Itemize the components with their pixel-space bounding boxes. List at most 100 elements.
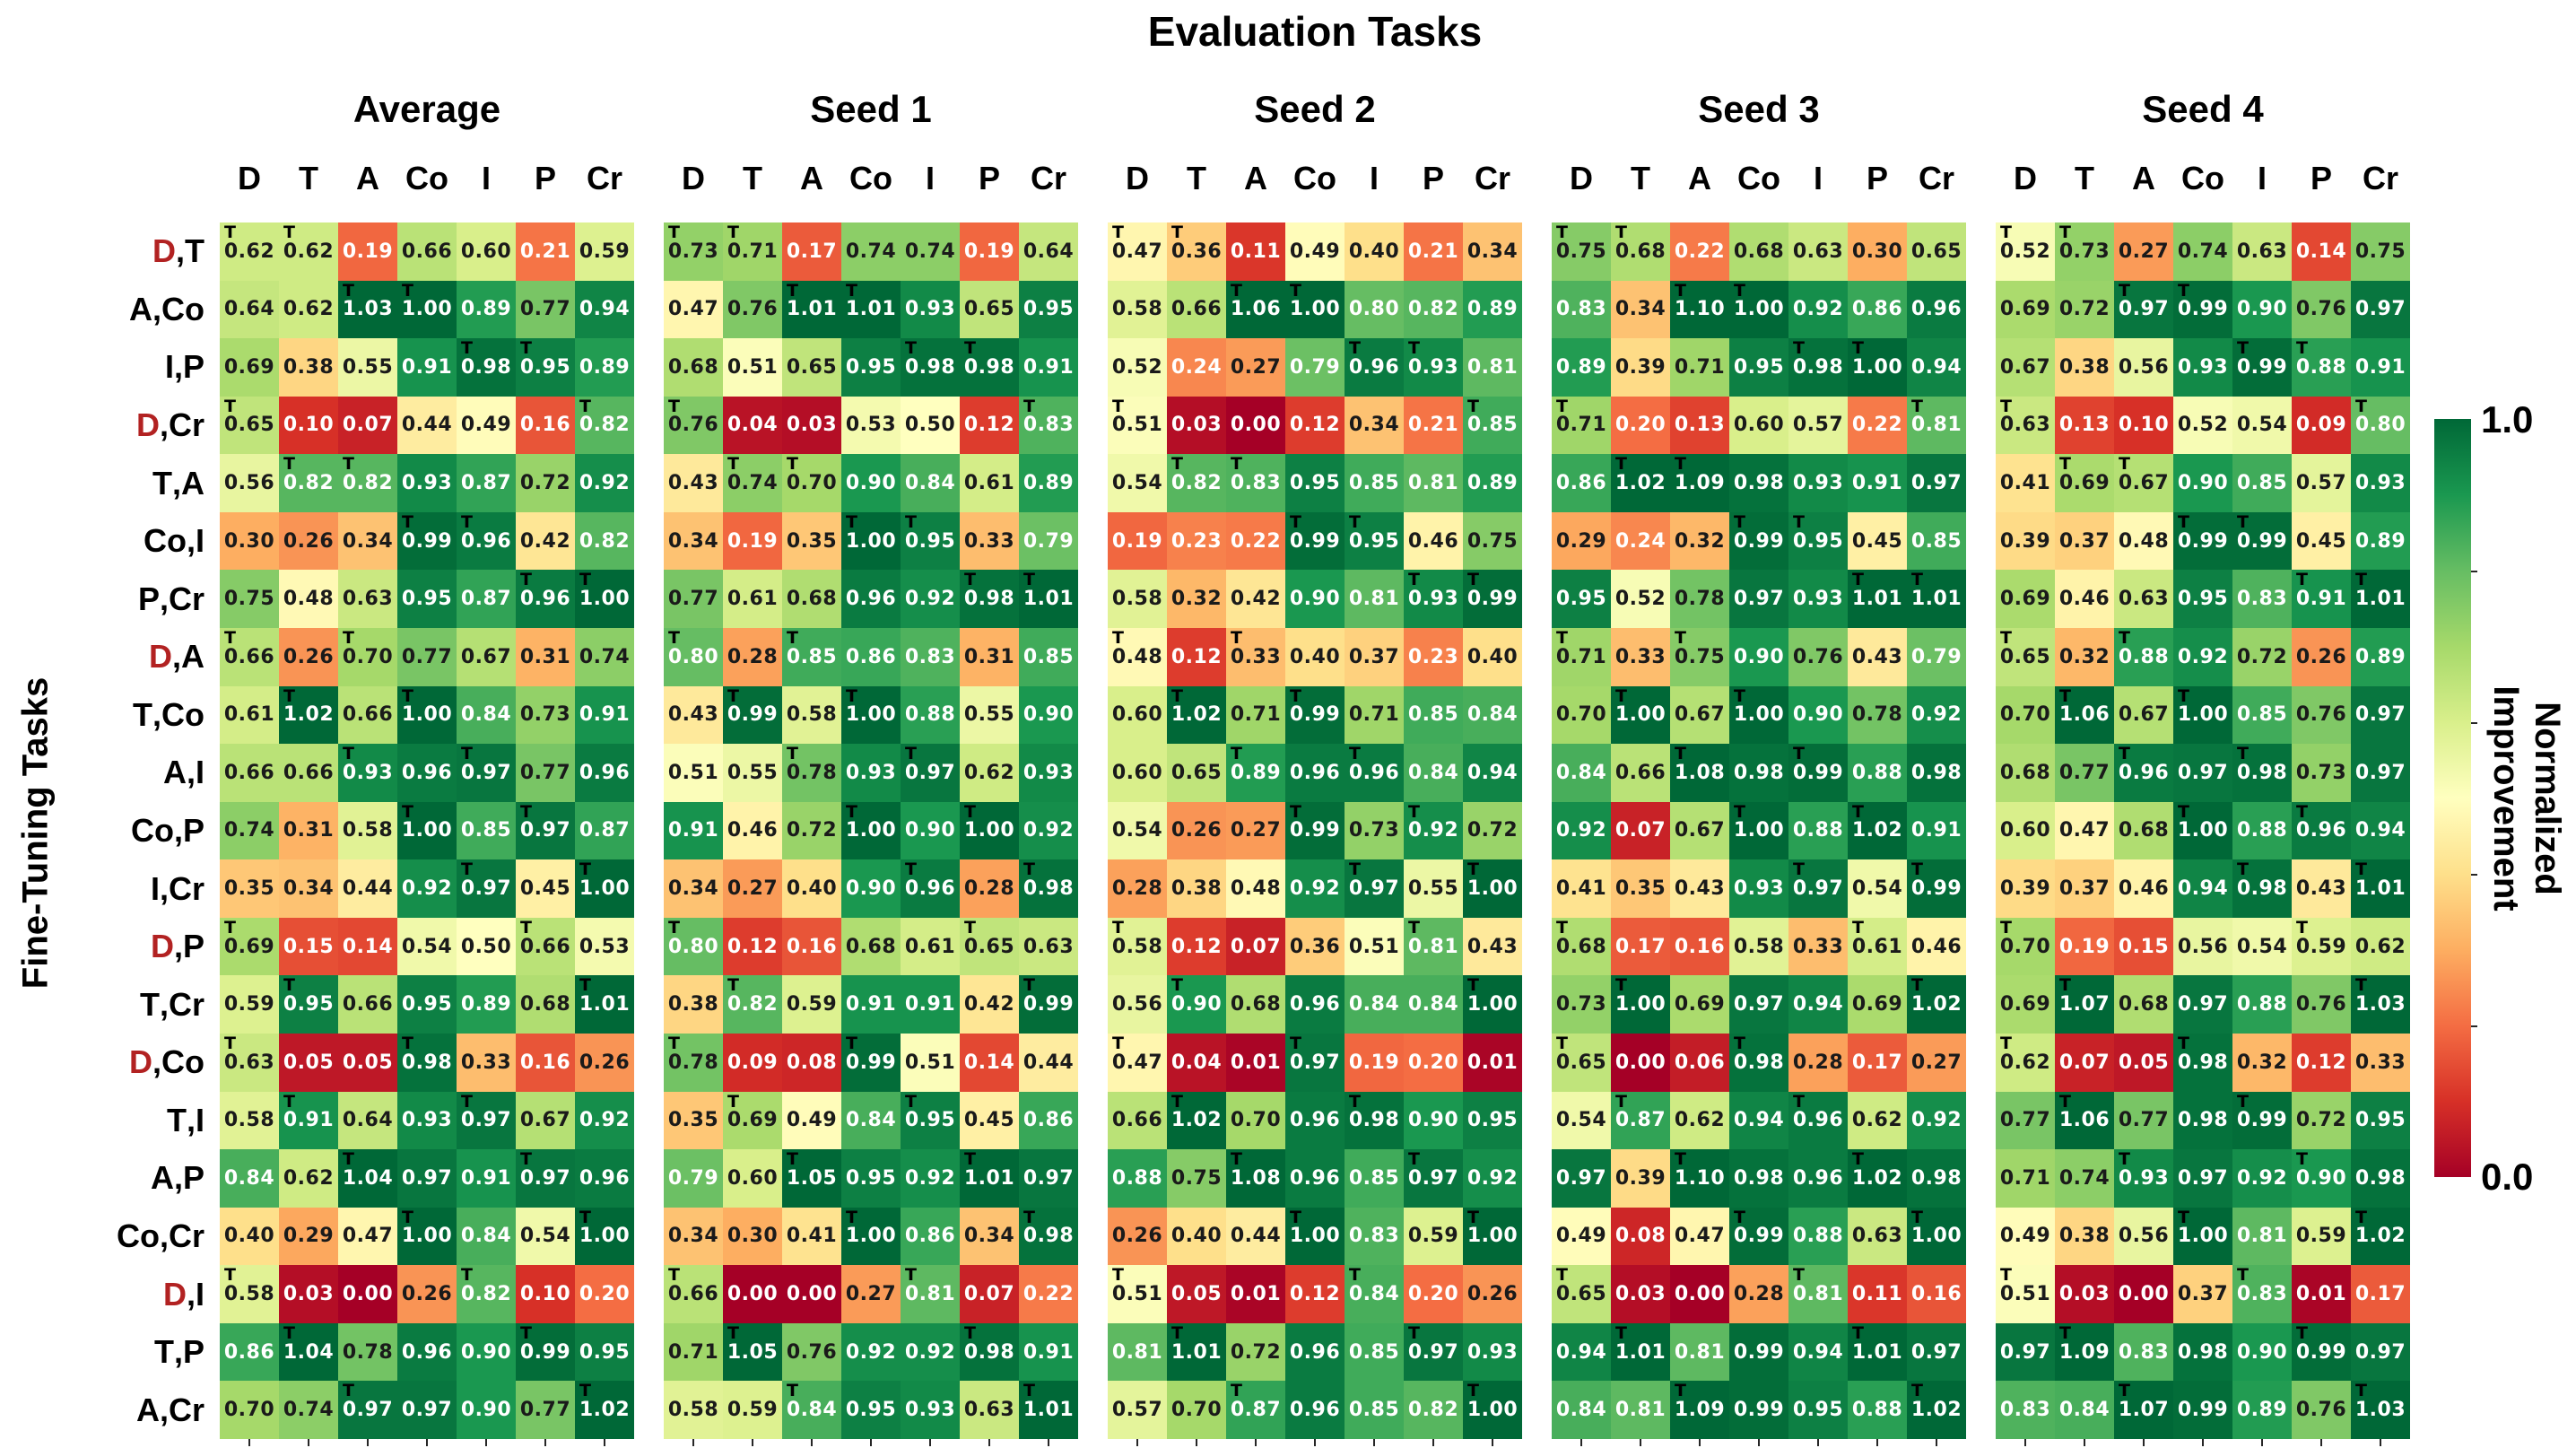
heatmap-cell: T 0.98	[1788, 338, 1848, 397]
cell-value: 0.28	[963, 877, 1015, 901]
cell-value: 0.65	[963, 935, 1015, 958]
cell-value: 1.00	[1733, 703, 1785, 727]
cell-value: 1.03	[2354, 1399, 2406, 1422]
cell-value: 0.89	[460, 298, 512, 321]
trained-task-marker: T	[2178, 1033, 2189, 1053]
cell-value: 0.26	[579, 1051, 631, 1074]
heatmap-cell: 0.68	[516, 975, 575, 1034]
heatmap-cell: T 0.99	[1729, 511, 1788, 571]
heatmap-cell: 0.89	[1463, 454, 1522, 512]
heatmap-cell: 0.40	[1285, 627, 1345, 686]
cell-value: 0.62	[2354, 935, 2406, 958]
cell-value: 0.88	[2236, 993, 2288, 1016]
cell-value: 0.74	[845, 240, 897, 263]
heatmap-cell: T 0.58	[1108, 917, 1167, 976]
colorbar-max-label: 1.0	[2481, 398, 2534, 441]
cell-value: 0.34	[283, 877, 335, 901]
trained-task-marker: T	[1171, 222, 1183, 242]
trained-task-marker: T	[2355, 570, 2367, 590]
heatmap-cell: 0.26	[279, 627, 338, 686]
heatmap-cell: 0.68	[1996, 744, 2055, 802]
cell-value: 0.07	[963, 1283, 1015, 1306]
cell-value: 0.12	[1171, 645, 1223, 668]
cell-value: 0.89	[460, 993, 512, 1016]
heatmap-cell: 0.89	[1552, 338, 1611, 397]
heatmap-cell: T 0.97	[1345, 859, 1404, 918]
column-header: I	[2257, 160, 2267, 196]
cell-value: 0.34	[1348, 414, 1400, 437]
heatmap-cell: 0.90	[2232, 1322, 2292, 1382]
cell-value: 0.72	[1230, 1340, 1282, 1364]
heatmap-cell: T 0.99	[1907, 859, 1966, 918]
heatmap-cell: T 1.00	[575, 1207, 634, 1266]
heatmap-cell: 0.86	[1019, 1091, 1078, 1150]
heatmap-cell: T 0.96	[1788, 1091, 1848, 1150]
heatmap-cell: 0.97	[1729, 975, 1788, 1034]
cell-value: 0.93	[342, 761, 394, 784]
cell-value: 0.19	[1111, 529, 1163, 553]
heatmap-cell: 0.91	[841, 975, 901, 1034]
cell-value: 1.00	[1910, 1225, 1962, 1248]
cell-value: 0.95	[845, 1166, 897, 1190]
trained-task-marker: T	[2000, 917, 2012, 938]
cell-value: 0.74	[2058, 1166, 2110, 1190]
heatmap-cell: T 0.59	[2292, 917, 2351, 976]
row-label: T ,Cr	[139, 985, 205, 1023]
heatmap-cell: 0.24	[1611, 511, 1670, 571]
heatmap-cell: 0.89	[2351, 511, 2410, 571]
cell-value: 0.56	[2177, 935, 2229, 958]
cell-value: 0.71	[1555, 645, 1607, 668]
trained-task-marker: T	[2355, 859, 2367, 880]
cell-value: 0.72	[1466, 819, 1519, 842]
heatmap-cell: 0.29	[1552, 511, 1611, 571]
cell-value: 1.01	[1023, 1399, 1075, 1422]
heatmap-cell: 0.77	[516, 744, 575, 802]
heatmap-cell: 0.13	[1670, 396, 1729, 455]
cell-value: 1.00	[2177, 819, 2229, 842]
cell-value: 0.17	[2354, 1283, 2406, 1306]
heatmap-cell: 0.93	[2351, 454, 2410, 512]
heatmap-cell: 0.34	[664, 859, 723, 918]
heatmap-cell: T 1.07	[2114, 1381, 2173, 1439]
trained-task-marker: T	[2000, 1033, 2012, 1053]
tick-mark	[811, 1439, 813, 1446]
heatmap-cell: 0.97	[1907, 454, 1966, 512]
heatmap-cell: T 0.61	[1848, 917, 1907, 976]
cell-value: 0.38	[1171, 877, 1223, 901]
cell-value: 1.01	[2354, 588, 2406, 611]
heatmap-cell: 0.77	[2055, 744, 2114, 802]
cell-value: 0.37	[1348, 645, 1400, 668]
cell-value: 0.12	[727, 935, 779, 958]
cell-value: 0.96	[1348, 355, 1400, 379]
trained-task-marker: T	[1467, 570, 1479, 590]
cell-value: 0.96	[401, 761, 453, 784]
heatmap-cell: T 0.99	[516, 1322, 575, 1382]
heatmap-cell: 0.54	[1552, 1091, 1611, 1150]
heatmap-cell: T 0.97	[2114, 280, 2173, 339]
cell-value: 0.77	[519, 761, 571, 784]
heatmap-cell: 0.17	[2351, 1265, 2410, 1323]
cell-value: 0.90	[904, 819, 956, 842]
heatmap-cell: 0.00	[2114, 1265, 2173, 1323]
heatmap-cell: 0.52	[1108, 338, 1167, 397]
cell-value: 0.89	[579, 355, 631, 379]
cell-value: 0.23	[1407, 645, 1459, 668]
cell-value: 0.65	[1171, 761, 1223, 784]
heatmap-cell: 0.63	[1848, 1207, 1907, 1266]
cell-value: 0.82	[579, 529, 631, 553]
cell-value: 0.12	[2295, 1051, 2347, 1074]
cell-value: 0.59	[579, 240, 631, 263]
heatmap-cell: 0.56	[2114, 338, 2173, 397]
heatmap-cell: 0.56	[220, 454, 279, 512]
heatmap-cell: 0.10	[2114, 396, 2173, 455]
cell-value: 0.98	[460, 355, 512, 379]
heatmap-cell: T 1.01	[2351, 859, 2410, 918]
trained-task-marker: T	[520, 917, 532, 938]
cell-value: 0.71	[1555, 414, 1607, 437]
cell-value: 0.74	[904, 240, 956, 263]
cell-value: 0.49	[460, 414, 512, 437]
cell-value: 0.04	[1171, 1051, 1223, 1074]
trained-task-marker: T	[224, 396, 236, 416]
cell-value: 0.07	[342, 414, 394, 437]
